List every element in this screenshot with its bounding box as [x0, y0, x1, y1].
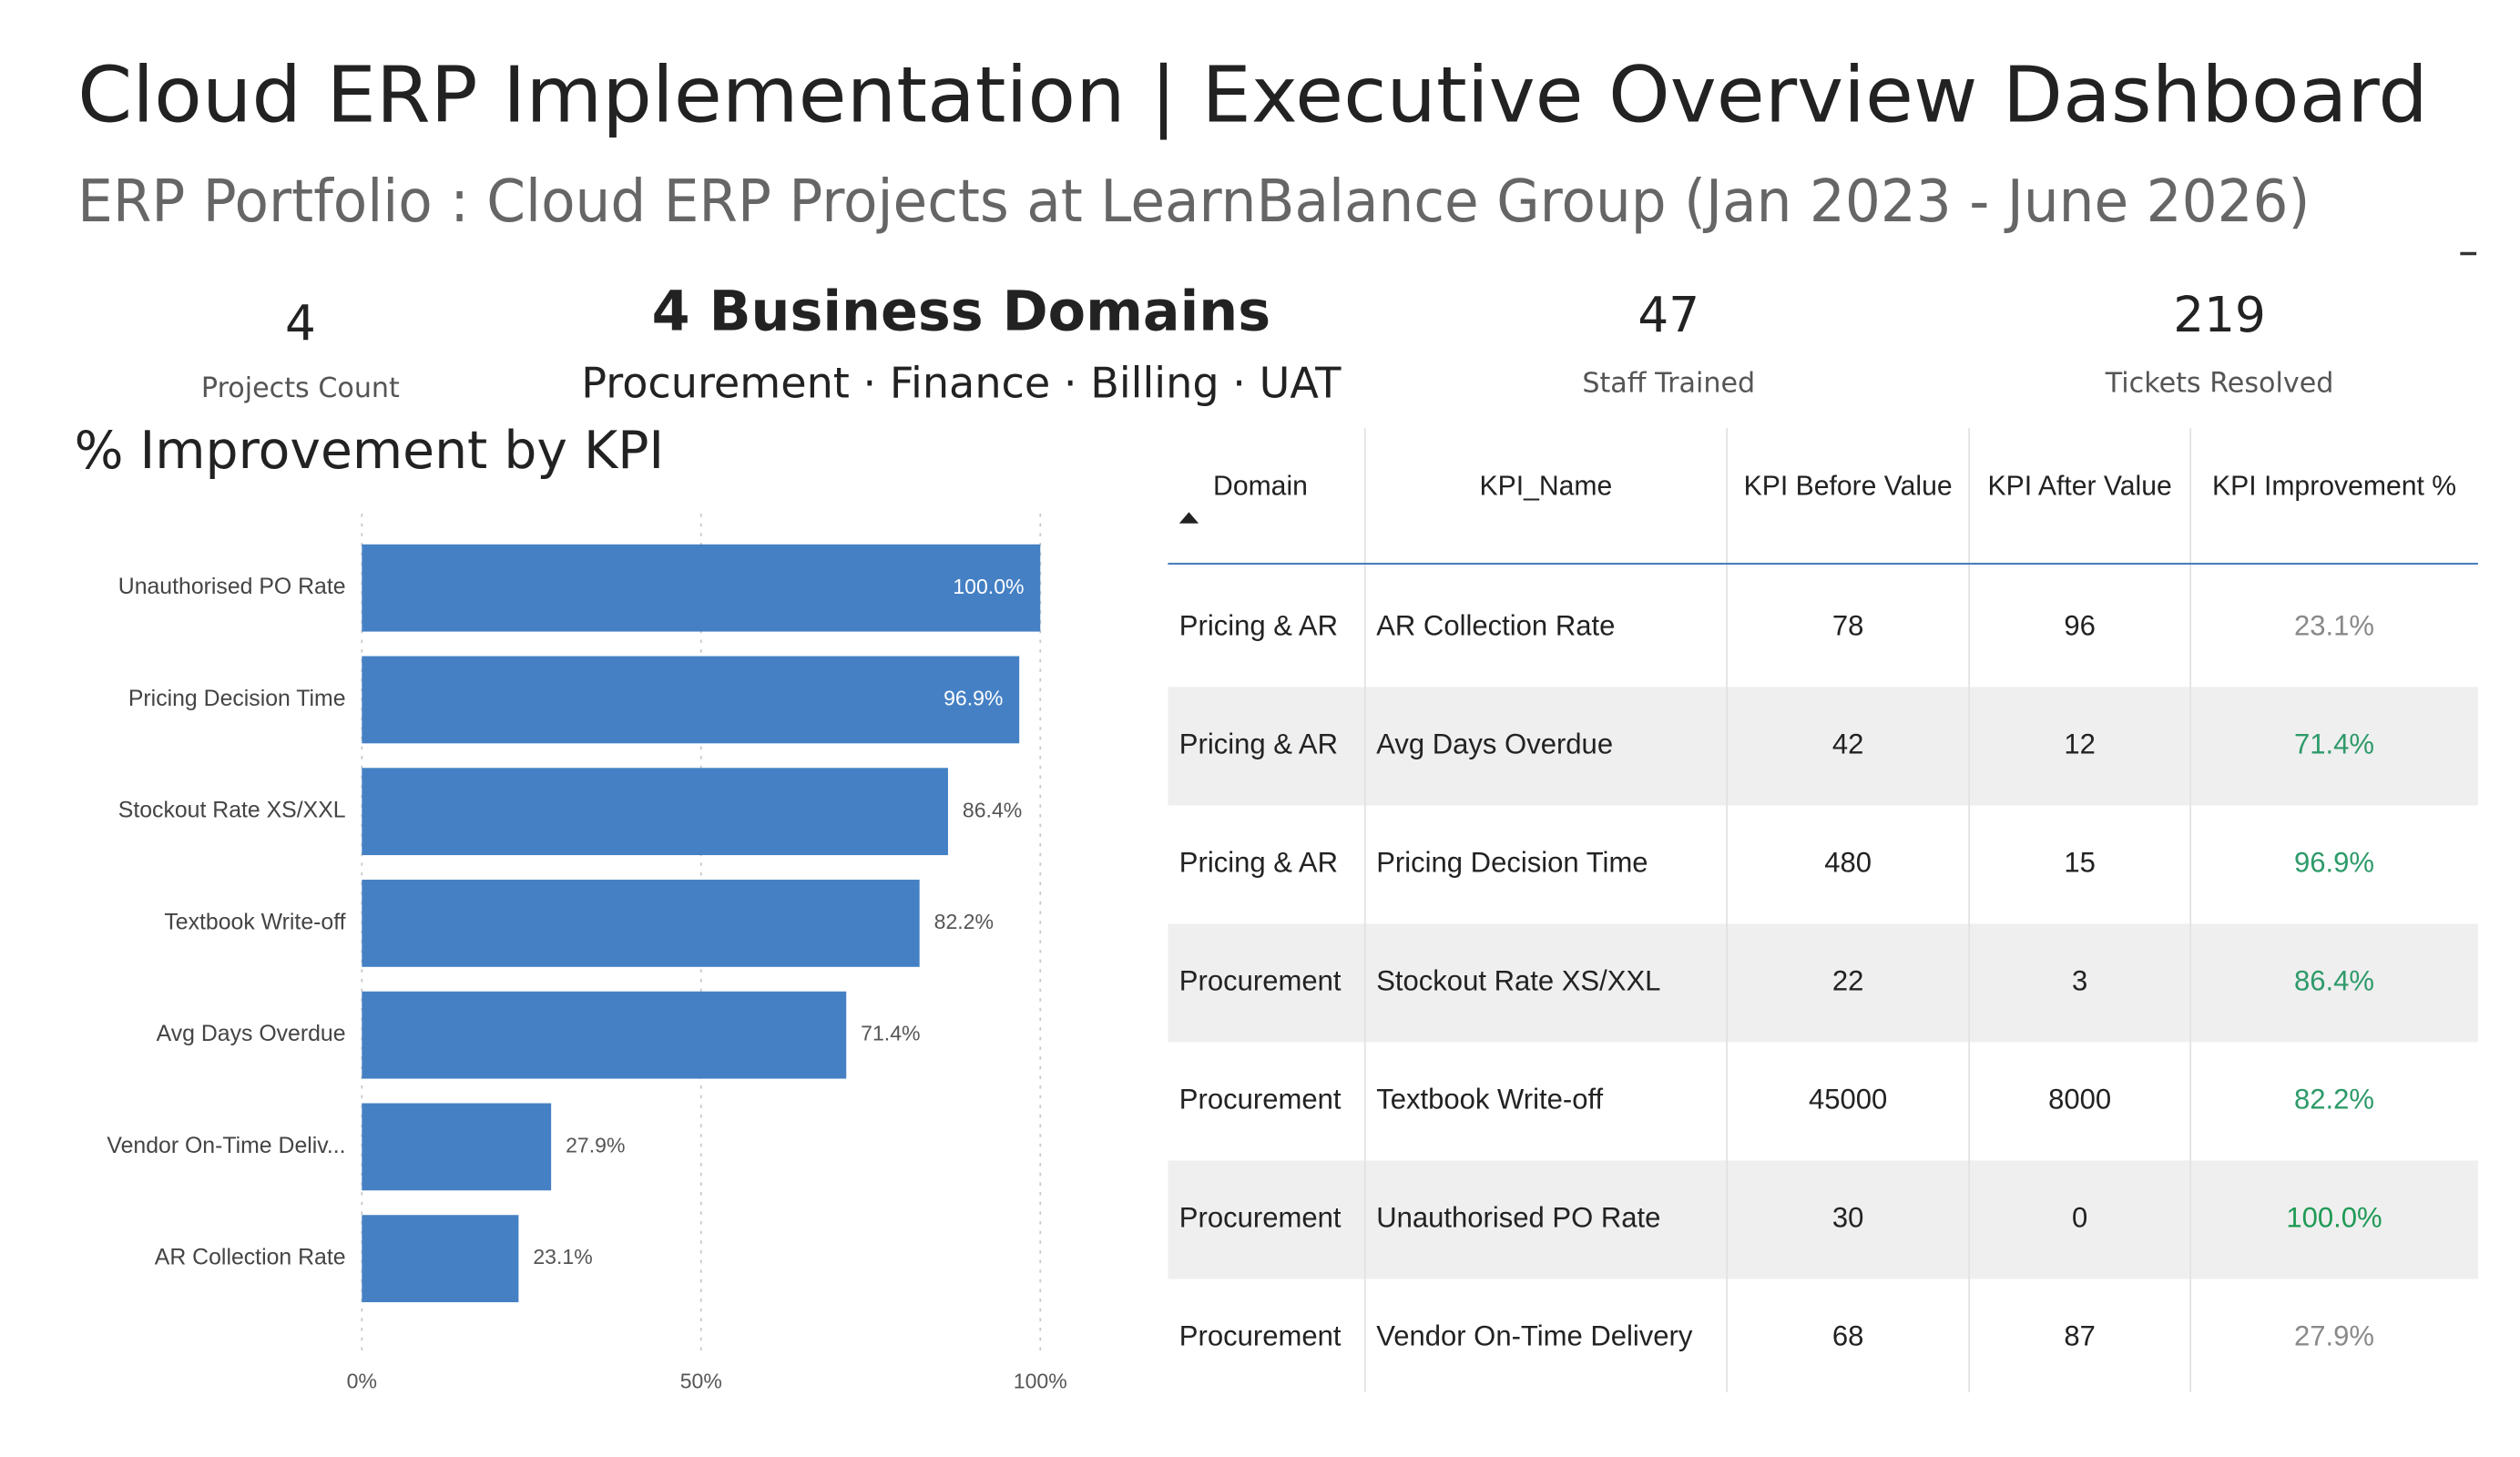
table-cell: 23.1%: [2294, 610, 2374, 642]
column-header: Domain: [1213, 472, 1308, 502]
chart-title: % Improvement by KPI: [75, 421, 665, 481]
sort-arrow: [1178, 512, 1199, 524]
bar: [362, 656, 1020, 744]
value-label: 100.0%: [953, 575, 1024, 598]
card-label: Staff Trained: [1582, 368, 1755, 400]
table-cell: 78: [1832, 610, 1864, 642]
card-label: Projects Count: [201, 372, 400, 404]
page-subtitle: ERP Portfolio : Cloud ERP Projects at Le…: [77, 168, 2310, 236]
column-header: KPI Before Value: [1744, 472, 1953, 502]
table-cell: 0: [2072, 1202, 2087, 1234]
bar: [362, 880, 920, 967]
x-tick-label: 100%: [1014, 1369, 1067, 1392]
table-cell: AR Collection Rate: [1376, 610, 1615, 642]
table-cell: 71.4%: [2294, 728, 2374, 760]
row-band: [1168, 923, 2478, 1043]
table-cell: Procurement: [1179, 1084, 1342, 1116]
y-tick-label: Stockout Rate XS/XXL: [118, 799, 346, 823]
bar: [362, 768, 948, 856]
table-cell: Textbook Write-off: [1376, 1084, 1603, 1116]
card-value: 219: [2173, 287, 2266, 343]
y-tick-label: Vendor On-Time Deliv...: [107, 1134, 345, 1158]
x-tick-label: 0%: [347, 1369, 377, 1392]
row-band: [1168, 687, 2478, 806]
y-tick-label: AR Collection Rate: [155, 1246, 346, 1270]
card-label: Tickets Resolved: [2105, 368, 2334, 400]
card-value: 4: [285, 295, 316, 352]
table-cell: Pricing & AR: [1179, 610, 1338, 642]
bar: [362, 1103, 552, 1191]
table-cell: 45000: [1809, 1084, 1887, 1116]
table-cell: 86.4%: [2294, 965, 2374, 997]
table-cell: 15: [2064, 847, 2096, 879]
row-band: [1168, 1160, 2478, 1279]
table-cell: 68: [1832, 1320, 1864, 1352]
page-title: Cloud ERP Implementation | Executive Ove…: [77, 50, 2428, 140]
table-cell: Procurement: [1179, 1202, 1342, 1234]
value-label: 96.9%: [944, 687, 1003, 710]
table-cell: 27.9%: [2294, 1320, 2374, 1352]
table-cell: Vendor On-Time Delivery: [1376, 1320, 1693, 1352]
card-label: Procurement · Finance · Billing · UAT: [581, 358, 1342, 407]
y-tick-label: Pricing Decision Time: [128, 687, 346, 711]
bar: [362, 544, 1041, 632]
table-cell: Procurement: [1179, 1320, 1342, 1352]
table-cell: 42: [1832, 728, 1864, 760]
table-cell: 87: [2064, 1320, 2096, 1352]
table-cell: 100.0%: [2286, 1202, 2382, 1234]
bar: [362, 1215, 519, 1303]
table-cell: 82.2%: [2294, 1084, 2374, 1116]
table-cell: 96.9%: [2294, 847, 2374, 879]
table-cell: Stockout Rate XS/XXL: [1376, 965, 1660, 997]
column-header: KPI Improvement %: [2212, 472, 2456, 502]
card-value: 4 Business Domains: [652, 280, 1270, 344]
y-tick-label: Unauthorised PO Rate: [118, 575, 346, 599]
card-value: 47: [1637, 287, 1699, 343]
table-cell: 96: [2064, 610, 2096, 642]
x-tick-label: 50%: [680, 1369, 722, 1392]
table-cell: Avg Days Overdue: [1376, 728, 1613, 760]
value-label: 23.1%: [533, 1245, 592, 1269]
table-cell: Pricing & AR: [1179, 728, 1338, 760]
table-cell: Pricing Decision Time: [1376, 847, 1648, 879]
table-cell: Procurement: [1179, 965, 1342, 997]
y-tick-label: Avg Days Overdue: [157, 1022, 346, 1046]
value-label: 71.4%: [861, 1022, 920, 1045]
table-cell: 8000: [2048, 1084, 2111, 1116]
table-cell: Unauthorised PO Rate: [1376, 1202, 1660, 1234]
bar: [362, 991, 847, 1079]
value-label: 82.2%: [934, 910, 994, 933]
table-cell: 30: [1832, 1202, 1864, 1234]
table-cell: 480: [1824, 847, 1872, 879]
table-cell: 12: [2064, 728, 2096, 760]
column-header: KPI After Value: [1988, 472, 2172, 502]
table-cell: Pricing & AR: [1179, 847, 1338, 879]
y-tick-label: Textbook Write-off: [164, 910, 345, 934]
column-header: KPI_Name: [1480, 472, 1613, 502]
table-cell: 3: [2072, 965, 2087, 997]
value-label: 27.9%: [566, 1133, 625, 1156]
table-cell: 22: [1832, 965, 1864, 997]
value-label: 86.4%: [963, 798, 1022, 821]
